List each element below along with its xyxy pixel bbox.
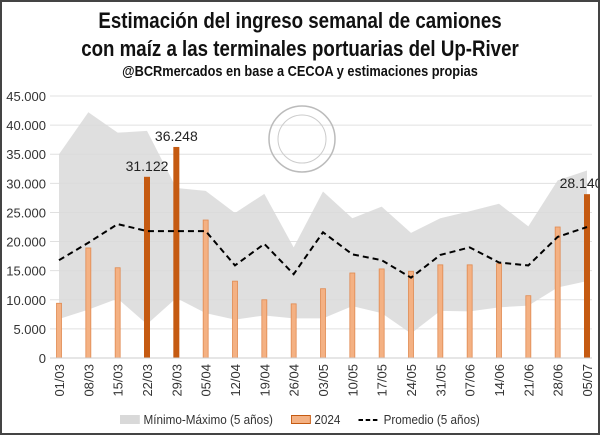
legend-swatch-range — [120, 415, 140, 424]
average-line — [58, 223, 588, 279]
x-tick-label: 21/06 — [521, 364, 536, 397]
legend-label: 2024 — [314, 412, 341, 427]
bar-2024 — [408, 270, 414, 359]
chart-subtitle: @BCRmercados en base a CECOA y estimacio… — [122, 63, 478, 80]
y-tick-label: 40.000 — [6, 118, 46, 133]
bar-2024 — [554, 226, 561, 359]
y-tick-label: 10.000 — [6, 293, 46, 308]
bar-data-label: 28.140 — [560, 175, 598, 191]
x-tick-label: 29/03 — [169, 364, 184, 397]
chart-title-line2: con maíz a las terminales portuarias del… — [81, 36, 519, 61]
bar-2024 — [437, 264, 444, 359]
legend-label: Mínimo-Máximo (5 años) — [143, 412, 273, 427]
legend-item-2024: 2024 — [290, 412, 341, 427]
bar-2024 — [320, 288, 326, 359]
bar-2024 — [85, 247, 92, 359]
bar-2024 — [202, 219, 209, 359]
x-tick-label: 26/04 — [287, 364, 302, 397]
x-tick-label: 10/05 — [345, 364, 360, 397]
x-tick-label: 24/05 — [404, 364, 419, 397]
bar-2024 — [173, 146, 180, 358]
legend: Mínimo-Máximo (5 años) 2024 Promedio (5 … — [32, 412, 568, 427]
x-tick-label: 07/06 — [463, 364, 478, 397]
y-tick-label: 0 — [39, 351, 46, 366]
legend-item-range: Mínimo-Máximo (5 años) — [120, 412, 273, 427]
y-tick-label: 25.000 — [6, 205, 46, 220]
legend-label: Promedio (5 años) — [383, 412, 480, 427]
bar-2024 — [114, 267, 121, 359]
y-tick-label: 15.000 — [6, 264, 46, 279]
bar-data-label: 31.122 — [126, 158, 169, 174]
chart-title: Estimación del ingreso semanal de camion… — [98, 8, 502, 33]
bar-2024 — [290, 303, 297, 359]
bar-2024 — [144, 176, 150, 358]
bar-2024 — [56, 302, 62, 359]
x-tick-label: 12/04 — [228, 364, 243, 397]
legend-swatch-2024 — [290, 415, 311, 424]
x-tick-label: 15/03 — [111, 364, 126, 397]
x-tick-label: 19/04 — [257, 364, 272, 397]
y-tick-label: 30.000 — [6, 176, 46, 191]
y-tick-label: 45.000 — [6, 89, 46, 104]
x-tick-label: 01/03 — [52, 364, 67, 397]
watermark-seal-inner — [277, 114, 327, 164]
y-tick-label: 20.000 — [6, 235, 46, 250]
bar-data-label: 36.248 — [155, 128, 198, 144]
x-tick-label: 22/03 — [140, 364, 155, 397]
bar-2024 — [584, 194, 590, 358]
range-band — [59, 112, 587, 334]
y-tick-label: 35.000 — [6, 147, 46, 162]
bar-2024 — [466, 264, 473, 359]
bar-2024 — [496, 263, 502, 359]
x-tick-label: 05/07 — [580, 364, 595, 397]
y-tick-label: 5.000 — [13, 322, 46, 337]
bar-2024 — [349, 272, 356, 359]
x-tick-label: 31/05 — [433, 364, 448, 397]
bar-2024 — [261, 299, 268, 359]
x-tick-label: 05/04 — [199, 364, 214, 397]
watermark-seal — [268, 105, 336, 173]
x-tick-label: 14/06 — [492, 364, 507, 397]
bar-2024 — [525, 295, 532, 359]
x-tick-label: 28/06 — [551, 364, 566, 397]
bar-2024 — [232, 280, 238, 359]
x-tick-label: 08/03 — [81, 364, 96, 397]
legend-item-average: Promedio (5 años) — [358, 412, 480, 427]
x-tick-label: 17/05 — [375, 364, 390, 397]
legend-swatch-average — [358, 418, 380, 421]
bar-2024 — [378, 268, 385, 359]
x-tick-label: 03/05 — [316, 364, 331, 397]
